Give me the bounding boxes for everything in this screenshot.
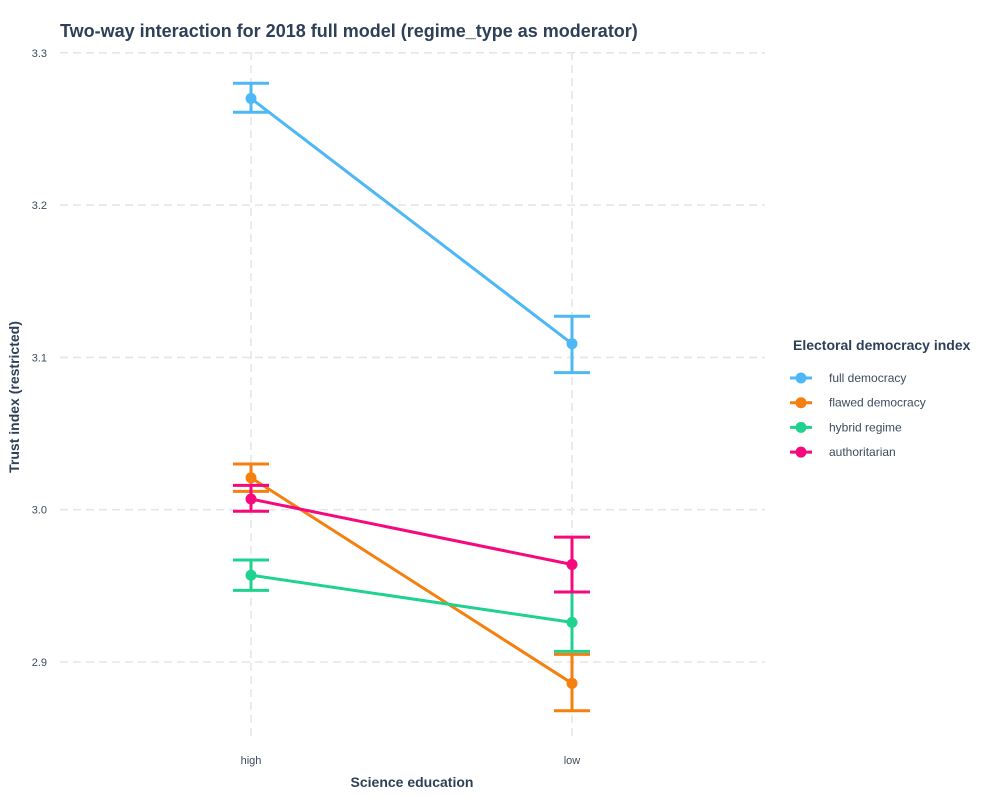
legend-label: hybrid regime [829, 420, 902, 434]
y-tick-label: 3.1 [32, 352, 47, 364]
legend-item: hybrid regime [790, 420, 902, 434]
data-point [245, 493, 257, 505]
chart-title: Two-way interaction for 2018 full model … [60, 21, 638, 41]
legend: Electoral democracy index full democracy… [790, 337, 971, 459]
x-tick-label: low [564, 755, 581, 767]
y-axis-ticks: 2.9 3.0 3.1 3.2 3.3 [32, 48, 47, 669]
y-tick-label: 3.3 [32, 48, 47, 60]
data-point [566, 677, 578, 689]
data-point [245, 472, 257, 484]
series-flawed-democracy [233, 462, 590, 713]
series-full-democracy [233, 81, 590, 375]
legend-key-point [795, 421, 807, 433]
legend-label: authoritarian [829, 445, 896, 459]
legend-key-point [795, 446, 807, 458]
legend-item: full democracy [790, 371, 906, 385]
legend-items: full democracy flawed democracy hybrid reg… [790, 371, 926, 459]
legend-item: flawed democracy [790, 396, 926, 410]
y-tick-label: 2.9 [32, 657, 47, 669]
data-point [245, 92, 257, 104]
series-line [250, 497, 573, 566]
data-point [245, 569, 257, 581]
series-hybrid-regime [233, 558, 590, 653]
legend-item: authoritarian [790, 445, 896, 459]
series-layer [233, 81, 590, 713]
y-tick-label: 3.2 [32, 200, 47, 212]
data-point [566, 559, 578, 571]
series-line [250, 476, 573, 685]
series-line [250, 573, 573, 624]
y-axis-title: Trust index (restricted) [6, 321, 22, 473]
legend-key-point [795, 397, 807, 409]
grid [60, 51, 765, 740]
data-point [566, 616, 578, 628]
legend-label: flawed democracy [829, 396, 926, 410]
data-point [566, 338, 578, 350]
x-axis-title: Science education [351, 774, 474, 790]
legend-key-point [795, 372, 807, 384]
x-axis-ticks: high low [241, 755, 581, 767]
x-tick-label: high [241, 755, 262, 767]
series-line [250, 97, 573, 345]
legend-title: Electoral democracy index [793, 337, 971, 353]
legend-label: full democracy [829, 371, 906, 385]
series-authoritarian [233, 483, 590, 594]
y-tick-label: 3.0 [32, 505, 47, 517]
